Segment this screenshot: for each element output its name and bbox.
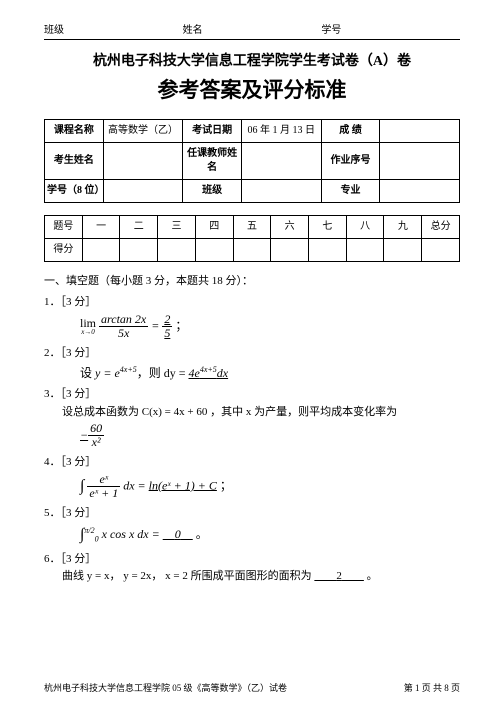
score-table: 题号 一 二 三 四 五 六 七 八 九 总分 得分: [44, 215, 460, 262]
q6-body: 曲线 y = x， y = 2x， x = 2 所围成平面图形的面积为 2 。: [62, 569, 460, 584]
sh: 四: [195, 215, 233, 238]
mid: ，则 dy =: [137, 366, 186, 380]
lbl: 作业序号: [321, 142, 380, 179]
lbl: 专业: [321, 179, 380, 202]
neg: −: [80, 428, 88, 442]
ans2: dx: [217, 366, 228, 380]
qno: 1．: [44, 296, 61, 308]
ans: 2: [336, 570, 342, 582]
hdr-name: 姓名: [183, 24, 322, 38]
title-2: 参考答案及评分标准: [44, 76, 460, 105]
hdr-class: 班级: [44, 24, 183, 38]
q1: 1．［3 分］: [44, 295, 460, 310]
eq: =: [151, 318, 159, 332]
val: [380, 142, 460, 179]
q3-line: 设总成本函数为 C(x) = 4x + 60 ，其中 x 为产量，则平均成本变化…: [62, 405, 460, 420]
num: eˣ: [87, 473, 120, 487]
title-1: 杭州电子科技大学信息工程学院学生考试卷（A）卷: [44, 52, 460, 72]
q3-ans: −60x²: [80, 422, 460, 449]
footer: 杭州电子科技大学信息工程学院 05 级《高等数学》（乙）试卷 第 1 页 共 8…: [44, 682, 460, 695]
body: x cos x dx =: [102, 527, 160, 541]
lbl: 考生姓名: [45, 142, 104, 179]
qpts: ［3 分］: [61, 388, 97, 400]
sh: 一: [82, 215, 120, 238]
ans: ln(eˣ + 1) + C: [149, 478, 217, 492]
text: 曲线 y = x， y = 2x， x = 2 所围成平面图形的面积为: [62, 570, 312, 582]
mid: dx =: [123, 478, 145, 492]
lbl: 课程名称: [45, 119, 104, 142]
qno: 6．: [44, 553, 61, 565]
sh: 三: [158, 215, 196, 238]
ans: 0: [175, 527, 181, 541]
tail: 。: [367, 570, 378, 582]
q6: 6．［3 分］: [44, 552, 460, 567]
lbl: 班级: [183, 179, 242, 202]
sh: 题号: [45, 215, 83, 238]
q4: 4．［3 分］: [44, 455, 460, 470]
val: [380, 179, 460, 202]
qpts: ［3 分］: [61, 507, 97, 519]
tail: ；: [220, 478, 232, 492]
score-row: 得分: [45, 238, 460, 261]
lbl: 成 绩: [321, 119, 380, 142]
sh: 七: [309, 215, 347, 238]
qpts: ［3 分］: [61, 296, 97, 308]
q1-body: limx→0 arctan 2x5x = 25 ；: [80, 313, 460, 340]
qno: 5．: [44, 507, 61, 519]
q5: 5．［3 分］: [44, 506, 460, 521]
qpts: ［3 分］: [61, 347, 97, 359]
lbl: 考试日期: [183, 119, 242, 142]
val: 高等数学（乙）: [103, 119, 183, 142]
sh: 二: [120, 215, 158, 238]
ansn: 2: [162, 313, 172, 327]
sh: 九: [384, 215, 422, 238]
lbl: 任课教师姓名: [183, 142, 242, 179]
sr-lbl: 得分: [45, 238, 83, 261]
q2-body: 设 y = e4x+5，则 dy = 4e4x+5dx: [80, 364, 460, 382]
val: [103, 179, 183, 202]
val: 06 年 1 月 13 日: [241, 119, 321, 142]
q5-body: ∫π/20 x cos x dx = 0 。: [80, 524, 460, 546]
val: [380, 119, 460, 142]
limsub: x→0: [80, 329, 96, 336]
qno: 3．: [44, 388, 61, 400]
val: [241, 142, 321, 179]
qno: 4．: [44, 456, 61, 468]
ansn: 60: [88, 422, 104, 436]
section-1-title: 一、填空题（每小题 3 分，本题共 18 分）：: [44, 274, 460, 289]
tail: 。: [196, 527, 208, 541]
hdr-id: 学号: [321, 24, 460, 38]
qpts: ［3 分］: [61, 553, 97, 565]
exp: 4x+5: [120, 365, 137, 374]
header-line: 班级 姓名 学号: [44, 24, 460, 40]
sh: 五: [233, 215, 271, 238]
den: 5x: [99, 327, 148, 340]
sh: 六: [271, 215, 309, 238]
val: [103, 142, 183, 179]
qpts: ［3 分］: [61, 456, 97, 468]
val: [241, 179, 321, 202]
footer-right: 第 1 页 共 8 页: [404, 682, 460, 695]
info-table: 课程名称 高等数学（乙） 考试日期 06 年 1 月 13 日 成 绩 考生姓名…: [44, 119, 460, 203]
q3: 3．［3 分］: [44, 387, 460, 402]
ans: 4e: [189, 366, 200, 380]
q2: 2．［3 分］: [44, 346, 460, 361]
footer-left: 杭州电子科技大学信息工程学院 05 级《高等数学》（乙）试卷: [44, 682, 287, 695]
up: π/2: [84, 526, 94, 535]
ansexp: 4x+5: [200, 365, 217, 374]
den: eˣ + 1: [87, 487, 120, 500]
ansd: 5: [162, 327, 172, 340]
tail: ；: [175, 318, 187, 332]
q4-body: ∫ eˣeˣ + 1 dx = ln(eˣ + 1) + C ；: [80, 473, 460, 500]
qno: 2．: [44, 347, 61, 359]
score-header: 题号 一 二 三 四 五 六 七 八 九 总分: [45, 215, 460, 238]
lbl: 学号（8 位）: [45, 179, 104, 202]
sh: 八: [346, 215, 384, 238]
num: arctan 2x: [99, 313, 148, 327]
ansd: x²: [88, 436, 104, 449]
low: 0: [95, 534, 99, 543]
sh: 总分: [422, 215, 460, 238]
